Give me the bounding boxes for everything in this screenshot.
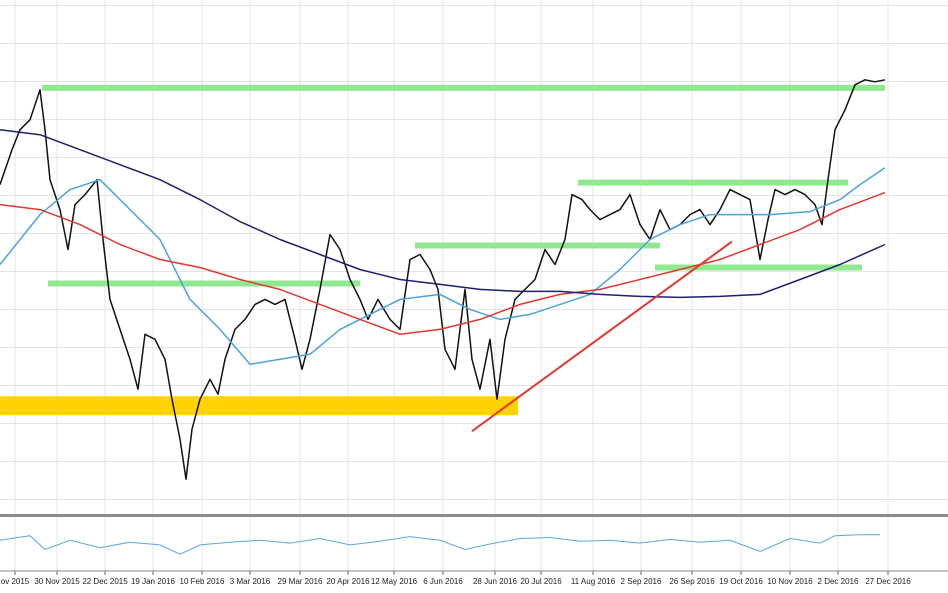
- price-line: [0, 79, 886, 480]
- x-tick-label: 26 Sep 2016: [669, 577, 715, 586]
- x-tick-label: 2 Sep 2016: [621, 577, 662, 586]
- x-axis-labels: ov 2015 30 Nov 2015 22 Dec 2015 19 Jan 2016…: [1, 571, 911, 586]
- x-tick-label: 3 Mar 2016: [230, 577, 271, 586]
- x-tick-label: 6 Jun 2016: [423, 577, 463, 586]
- x-tick-label: 10 Nov 2016: [767, 577, 813, 586]
- price-line: [0, 128, 886, 299]
- x-tick-label: 11 Aug 2016: [571, 577, 616, 586]
- x-tick-label: 22 Dec 2015: [82, 577, 128, 586]
- x-tick-label: 19 Oct 2016: [719, 577, 763, 586]
- x-tick-label: 28 Jun 2016: [473, 577, 518, 586]
- trend-line: [471, 240, 733, 432]
- x-tick-label: 29 Mar 2016: [278, 577, 323, 586]
- vertical-grid: [14, 0, 889, 571]
- price-line: [0, 191, 886, 336]
- indicator-pane: [0, 534, 880, 555]
- x-tick-label: 2 Dec 2016: [818, 577, 859, 586]
- price-line: [0, 167, 886, 366]
- support-zone: [0, 396, 518, 416]
- x-tick-label: 30 Nov 2015: [34, 577, 80, 586]
- x-tick-label: 10 Feb 2016: [180, 577, 225, 586]
- x-tick-label: 27 Dec 2016: [865, 577, 911, 586]
- x-tick-label: ov 2015: [1, 577, 30, 586]
- main-pane: [0, 79, 886, 480]
- x-tick-label: 20 Jul 2016: [520, 577, 562, 586]
- x-tick-label: 19 Jan 2016: [131, 577, 176, 586]
- indicator-line: [0, 534, 880, 555]
- pane-separator: [0, 514, 948, 517]
- x-tick-label: 20 Apr 2016: [326, 577, 370, 586]
- x-tick-label: 12 May 2016: [371, 577, 418, 586]
- grid-background: [0, 0, 948, 515]
